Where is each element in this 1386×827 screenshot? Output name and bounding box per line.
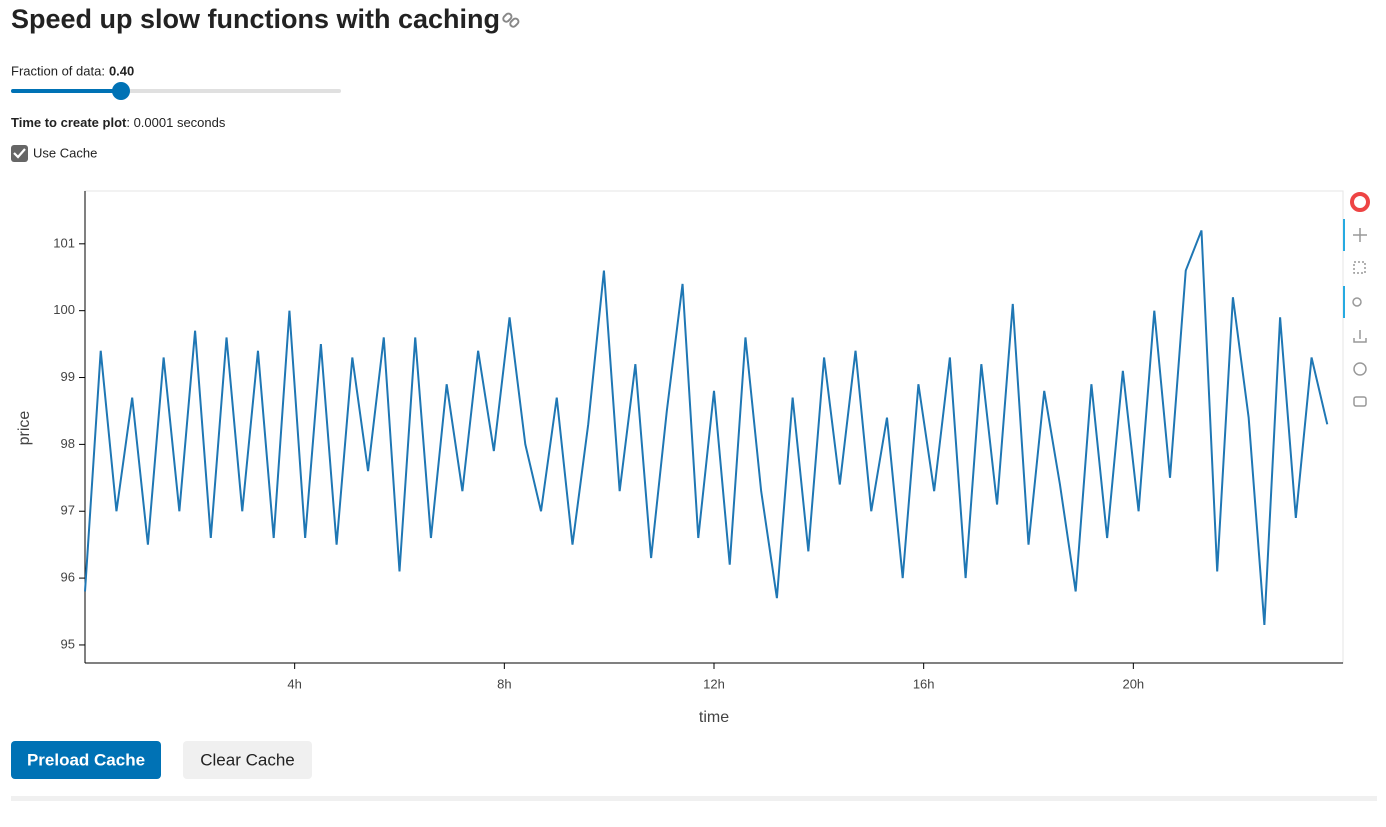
y-tick-label: 96 [61,570,75,585]
button-label[interactable]: Clear Cache [200,750,295,769]
y-tick-label: 98 [61,436,75,451]
divider [11,796,1377,801]
y-tick-label: 99 [61,369,75,384]
x-axis-label: time [699,709,729,726]
y-tick-label: 95 [61,636,75,651]
y-tick-label: 101 [53,235,75,250]
save-tool[interactable] [1353,330,1367,343]
pan-tool[interactable] [1353,228,1367,242]
x-tick-label: 16h [913,676,935,691]
button[interactable] [11,741,161,779]
price-line [84,230,1329,625]
timing-label: Time to create plot: 0.0001 seconds [11,115,226,130]
box-zoom-tool[interactable] [1353,261,1366,274]
wheel-zoom-tool[interactable] [1352,297,1362,307]
timing-label-text: Time to create plot [11,115,127,130]
x-tick-label: 12h [703,676,725,691]
hover-tool[interactable] [1353,396,1367,407]
timing-value: : 0.0001 seconds [126,115,226,130]
slider-handle[interactable] [112,82,130,100]
toolbar [1343,192,1370,407]
y-axis-label: price [16,411,33,446]
button[interactable] [183,741,312,779]
y-tick-label: 97 [61,503,75,518]
page-title: Speed up slow functions with caching [11,4,500,34]
button-label[interactable]: Preload Cache [27,750,145,769]
bokeh-logo[interactable] [1350,192,1370,212]
x-tick-label: 4h [287,676,301,691]
y-tick-label: 100 [53,302,75,317]
reset-tool[interactable] [1353,362,1367,376]
plot-frame [84,190,1344,664]
x-tick-label: 20h [1122,676,1144,691]
slider-label: Fraction of data: [11,63,105,78]
slider-value: 0.40 [109,63,134,78]
x-tick-label: 8h [497,676,511,691]
link-icon[interactable] [502,12,520,28]
checkbox-label[interactable]: Use Cache [33,145,97,160]
slider-fill [11,89,121,93]
checkmark [13,148,26,159]
